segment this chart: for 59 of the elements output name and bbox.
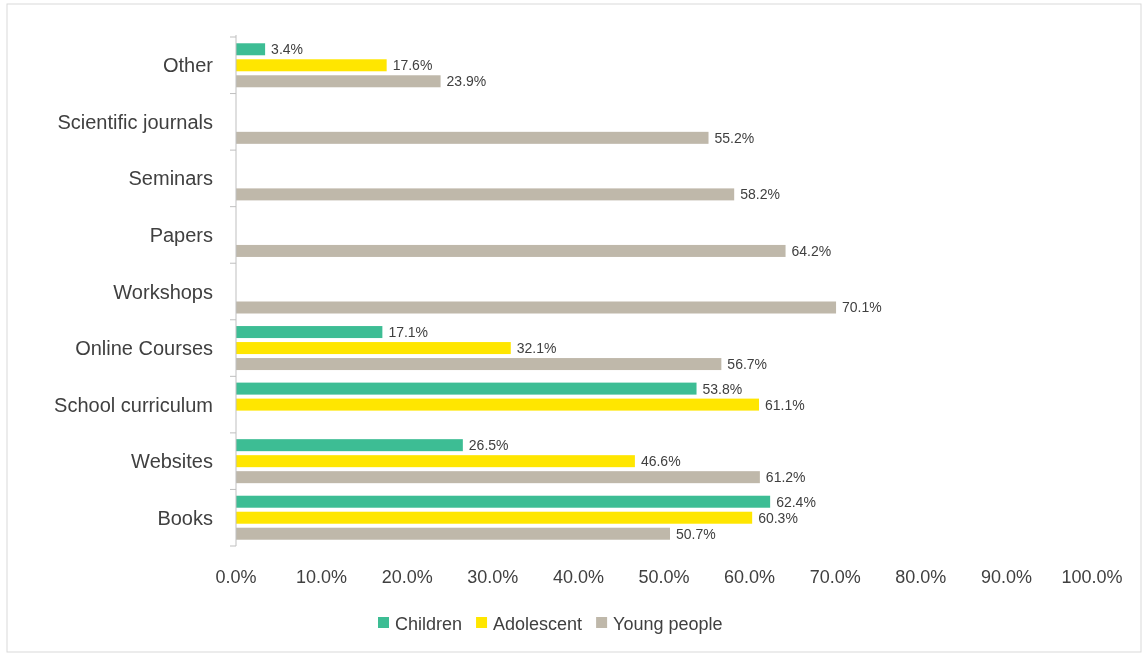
bar — [236, 301, 837, 314]
bar — [236, 75, 441, 88]
bar — [236, 471, 760, 484]
data-label: 58.2% — [740, 186, 780, 203]
data-label: 61.2% — [765, 469, 806, 486]
bar — [236, 439, 463, 452]
bar — [236, 59, 387, 72]
x-tick-label: 30.0% — [467, 567, 519, 587]
bar — [236, 398, 760, 411]
x-tick-label: 60.0% — [724, 567, 776, 587]
data-label: 50.7% — [675, 525, 716, 542]
bar — [236, 527, 670, 540]
x-tick-label: 40.0% — [552, 567, 604, 587]
bar — [236, 495, 771, 508]
bar — [236, 244, 786, 257]
x-tick-label: 70.0% — [809, 567, 861, 587]
data-label: 3.4% — [271, 41, 304, 58]
x-tick-label: 90.0% — [980, 567, 1032, 587]
data-label: 46.6% — [640, 453, 681, 470]
y-tick-label: Online Courses — [75, 337, 213, 360]
x-tick-label: 0.0% — [215, 567, 257, 587]
bar — [236, 43, 266, 56]
data-label: 62.4% — [776, 493, 816, 510]
data-label: 60.3% — [758, 509, 798, 526]
x-tick-label: 10.0% — [296, 567, 348, 587]
y-tick-label: Workshops — [113, 280, 213, 303]
y-tick-label: Papers — [149, 223, 213, 246]
x-tick-label: 100.0% — [1061, 567, 1123, 587]
bar — [236, 131, 709, 144]
y-tick-label: School curriculum — [54, 393, 213, 416]
legend-label: Children — [395, 614, 463, 634]
legend-label: Adolescent — [493, 614, 583, 634]
data-label: 70.1% — [842, 299, 882, 316]
bar — [236, 358, 722, 371]
y-tick-label: Websites — [131, 450, 213, 473]
data-label: 23.9% — [446, 73, 487, 90]
y-tick-label: Books — [157, 506, 213, 529]
x-tick-label: 50.0% — [638, 567, 690, 587]
data-label: 32.1% — [516, 339, 557, 356]
bar — [236, 511, 753, 524]
data-label: 17.6% — [392, 57, 433, 74]
y-tick-label: Other — [162, 54, 214, 77]
legend-label: Young people — [613, 614, 723, 634]
y-tick-label: Scientific journals — [57, 110, 213, 133]
data-label: 55.2% — [714, 129, 755, 146]
data-label: 61.1% — [765, 396, 805, 413]
bar — [236, 382, 697, 395]
x-tick-label: 20.0% — [381, 567, 433, 587]
x-tick-label: 80.0% — [895, 567, 947, 587]
bar — [236, 455, 635, 468]
data-label: 56.7% — [727, 355, 768, 372]
data-label: 17.1% — [388, 323, 429, 340]
bar — [236, 342, 511, 355]
data-label: 53.8% — [702, 380, 743, 397]
bar — [236, 188, 735, 201]
data-label: 26.5% — [468, 437, 509, 454]
bar — [236, 326, 383, 339]
data-label: 64.2% — [791, 242, 832, 259]
y-tick-label: Seminars — [128, 167, 213, 190]
